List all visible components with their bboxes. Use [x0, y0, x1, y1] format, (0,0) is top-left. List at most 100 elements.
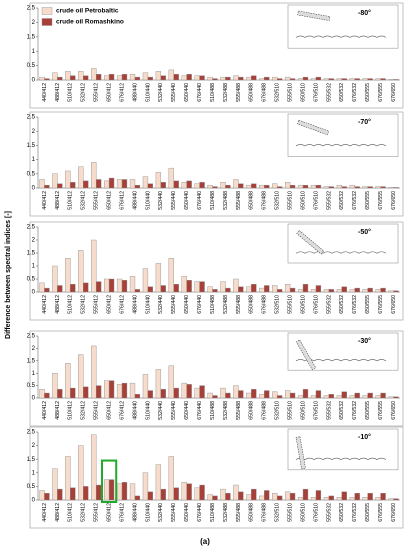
x-tick-label: 440/412: [42, 83, 48, 102]
x-tick-label: 555/532: [326, 83, 332, 102]
x-tick-label: 650/532: [339, 83, 345, 102]
x-tick-label: 555/412: [94, 83, 100, 102]
bar: [289, 184, 296, 189]
bar: [121, 179, 128, 189]
bar: [367, 186, 373, 189]
bar: [39, 389, 45, 399]
x-tick-label: 650/412: [106, 83, 112, 102]
bar: [336, 78, 343, 81]
x-tick-label: 532/412: [81, 191, 87, 210]
x-tick-label: 555/440: [171, 295, 177, 314]
bar: [199, 484, 205, 501]
bar: [302, 76, 309, 81]
bar: [220, 281, 226, 293]
y-tick-label: 0.5: [27, 277, 36, 283]
bar: [181, 182, 187, 189]
bar: [160, 389, 166, 399]
bar: [284, 182, 291, 189]
bar: [349, 497, 355, 501]
bar: [44, 78, 50, 81]
bar: [142, 72, 149, 81]
y-tick-label: 2.5: [27, 115, 36, 121]
x-tick-label: 510/412: [68, 503, 74, 522]
bar: [238, 390, 244, 399]
x-tick-label: 676/412: [119, 503, 125, 522]
bar: [116, 75, 123, 81]
bar: [207, 286, 213, 293]
bar: [393, 290, 399, 293]
x-tick-label: 650/488: [249, 295, 255, 314]
x-tick-label: 676/488: [262, 191, 268, 210]
x-tick-label: 555/488: [236, 83, 242, 102]
x-tick-label: 532/440: [158, 191, 164, 210]
x-tick-label: 650/510: [300, 295, 306, 314]
bar: [336, 184, 343, 189]
x-tick-label: 510/440: [145, 191, 151, 210]
bar: [121, 382, 128, 399]
bar: [233, 385, 239, 399]
bar: [328, 289, 335, 293]
x-tick-label: 650/510: [300, 191, 306, 210]
y-tick-label: 1: [32, 470, 36, 476]
bar: [207, 76, 213, 81]
x-tick-label: 676/440: [197, 295, 203, 314]
bar: [289, 392, 296, 399]
bar: [336, 289, 343, 293]
bar: [207, 494, 213, 501]
y-tick-label: 1: [32, 371, 36, 377]
x-tick-label: 676/510: [313, 295, 319, 314]
inset-frame: [287, 428, 399, 471]
bar: [194, 487, 200, 501]
inset-frame: [287, 4, 399, 49]
bar: [116, 278, 123, 293]
bar: [160, 75, 166, 81]
bar: [207, 392, 213, 399]
bar: [354, 186, 360, 189]
y-tick-label: 0: [32, 290, 36, 296]
x-tick-label: 555/412: [94, 401, 100, 420]
x-tick-label: 676/650: [391, 295, 397, 314]
bar: [160, 285, 166, 293]
x-tick-label: 510/440: [145, 503, 151, 522]
x-tick-label: 650/488: [249, 401, 255, 420]
bar: [39, 179, 45, 189]
x-tick-label: 555/412: [94, 191, 100, 210]
x-tick-label: 676/555: [378, 83, 384, 102]
bar: [95, 74, 102, 81]
bar: [251, 284, 257, 293]
bar: [276, 78, 283, 81]
bar: [328, 495, 335, 501]
x-tick-label: 676/412: [119, 295, 125, 314]
bar: [375, 497, 381, 501]
x-tick-label: 532/488: [223, 401, 229, 420]
x-tick-label: 440/412: [42, 401, 48, 420]
y-tick-label: 2: [32, 129, 36, 135]
x-tick-label: 650/510: [300, 83, 306, 102]
y-tick-label: 2: [32, 238, 36, 244]
legend-label: crude oil Romashkino: [56, 19, 124, 26]
x-tick-label: 510/440: [145, 295, 151, 314]
bar: [328, 78, 335, 81]
x-tick-label: 650/555: [365, 83, 371, 102]
bar: [142, 176, 149, 189]
bar: [147, 491, 154, 501]
x-tick-label: 676/440: [197, 83, 203, 102]
x-tick-label: 650/412: [106, 191, 112, 210]
y-tick-label: 1.5: [27, 251, 36, 257]
inset-wave: [295, 144, 387, 147]
bar: [315, 184, 322, 189]
bar: [264, 285, 270, 293]
y-tick-label: 1.5: [27, 457, 36, 463]
legend-frame: [39, 5, 139, 28]
bar: [52, 173, 58, 189]
bar: [39, 490, 45, 501]
x-tick-label: 532/510: [275, 295, 281, 314]
y-tick-label: 0.5: [27, 63, 36, 69]
bar: [302, 389, 309, 399]
bar: [323, 497, 330, 501]
bar: [173, 180, 179, 189]
bar: [65, 456, 71, 501]
bar: [349, 184, 355, 189]
x-tick-label: 555/440: [171, 191, 177, 210]
bar: [259, 287, 265, 293]
